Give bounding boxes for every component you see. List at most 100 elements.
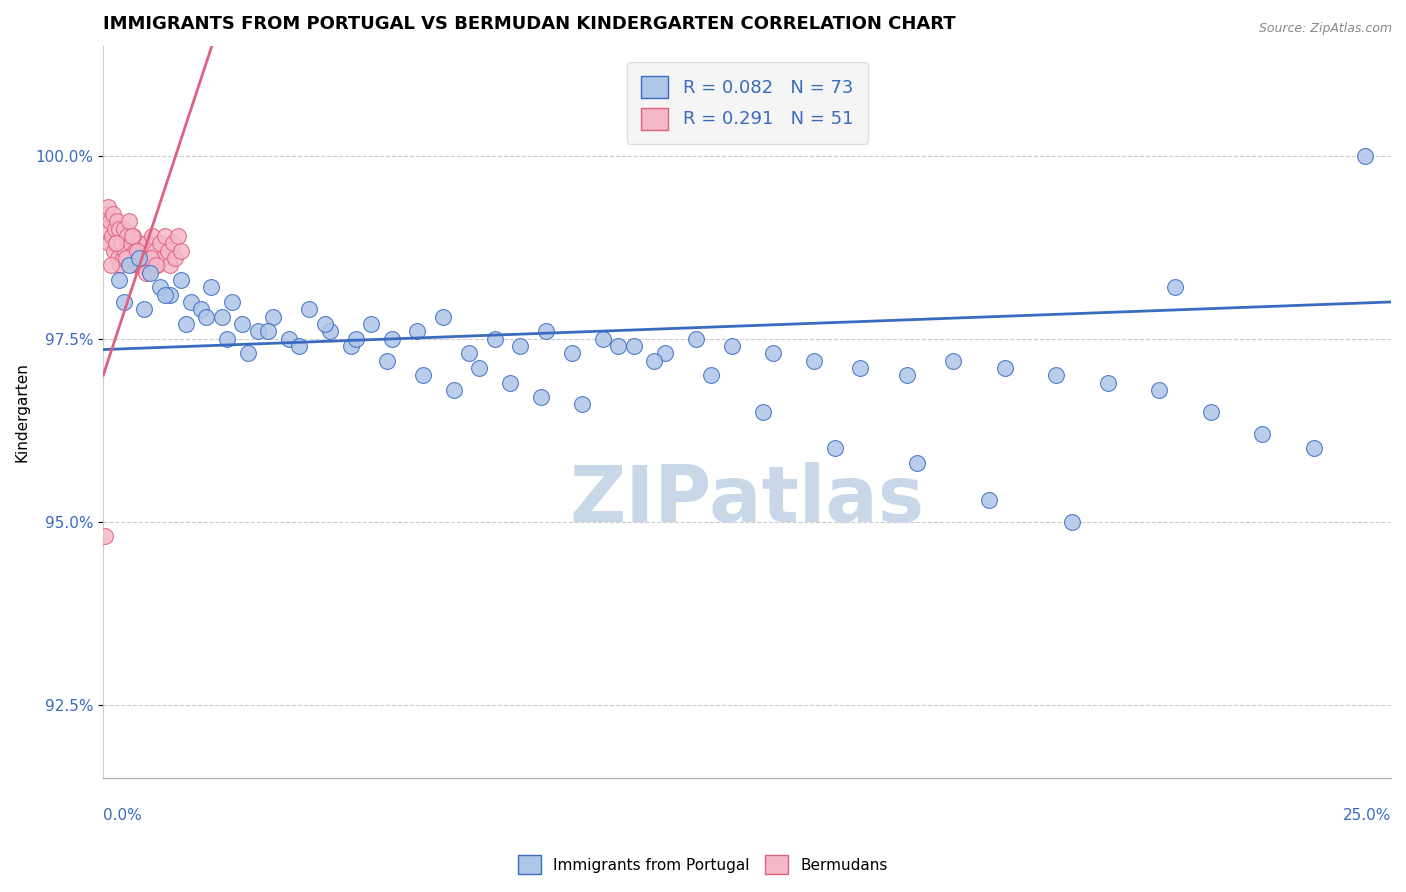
- Point: [127, 258, 149, 272]
- Point: [112, 295, 135, 310]
- Point: [149, 236, 172, 251]
- Point: [592, 332, 614, 346]
- Point: [1251, 426, 1274, 441]
- Point: [98, 236, 121, 251]
- Point: [443, 383, 465, 397]
- Point: [169, 273, 191, 287]
- Text: ZIPatlas: ZIPatlas: [569, 462, 925, 538]
- Point: [607, 339, 630, 353]
- Point: [136, 236, 159, 251]
- Point: [145, 258, 167, 272]
- Point: [167, 229, 190, 244]
- Point: [105, 214, 128, 228]
- Point: [458, 346, 481, 360]
- Point: [96, 221, 118, 235]
- Point: [107, 251, 129, 265]
- Point: [896, 368, 918, 383]
- Point: [104, 236, 127, 251]
- Point: [623, 339, 645, 353]
- Point: [257, 324, 280, 338]
- Point: [211, 310, 233, 324]
- Point: [120, 236, 142, 251]
- Point: [509, 339, 531, 353]
- Point: [146, 258, 169, 272]
- Point: [195, 310, 218, 324]
- Point: [124, 244, 146, 258]
- Point: [803, 353, 825, 368]
- Point: [111, 251, 134, 265]
- Point: [152, 251, 174, 265]
- Point: [499, 376, 522, 390]
- Point: [360, 317, 382, 331]
- Point: [129, 258, 152, 272]
- Point: [484, 332, 506, 346]
- Point: [339, 339, 361, 353]
- Point: [1199, 405, 1222, 419]
- Point: [1147, 383, 1170, 397]
- Point: [101, 207, 124, 221]
- Point: [138, 266, 160, 280]
- Point: [134, 266, 156, 280]
- Point: [169, 244, 191, 258]
- Point: [654, 346, 676, 360]
- Legend: R = 0.082   N = 73, R = 0.291   N = 51: R = 0.082 N = 73, R = 0.291 N = 51: [627, 62, 868, 144]
- Text: 0.0%: 0.0%: [103, 808, 142, 823]
- Point: [215, 332, 238, 346]
- Point: [643, 353, 665, 368]
- Point: [536, 324, 558, 338]
- Point: [94, 207, 117, 221]
- Point: [314, 317, 336, 331]
- Point: [159, 258, 181, 272]
- Point: [104, 221, 127, 235]
- Point: [751, 405, 773, 419]
- Point: [107, 221, 129, 235]
- Point: [125, 244, 148, 258]
- Point: [277, 332, 299, 346]
- Point: [180, 295, 202, 310]
- Point: [139, 251, 162, 265]
- Point: [298, 302, 321, 317]
- Point: [262, 310, 284, 324]
- Point: [118, 258, 141, 272]
- Point: [153, 287, 176, 301]
- Point: [994, 360, 1017, 375]
- Point: [115, 229, 138, 244]
- Point: [762, 346, 785, 360]
- Point: [121, 229, 143, 244]
- Point: [141, 229, 163, 244]
- Point: [100, 258, 122, 272]
- Point: [100, 214, 122, 228]
- Point: [200, 280, 222, 294]
- Text: IMMIGRANTS FROM PORTUGAL VS BERMUDAN KINDERGARTEN CORRELATION CHART: IMMIGRANTS FROM PORTUGAL VS BERMUDAN KIN…: [103, 15, 956, 33]
- Point: [381, 332, 404, 346]
- Point: [149, 280, 172, 294]
- Point: [134, 302, 156, 317]
- Point: [112, 221, 135, 235]
- Point: [159, 287, 181, 301]
- Point: [979, 492, 1001, 507]
- Text: 25.0%: 25.0%: [1343, 808, 1391, 823]
- Point: [1045, 368, 1067, 383]
- Point: [94, 529, 117, 543]
- Point: [231, 317, 253, 331]
- Point: [100, 229, 122, 244]
- Point: [571, 397, 593, 411]
- Point: [288, 339, 311, 353]
- Point: [128, 251, 150, 265]
- Point: [115, 251, 138, 265]
- Point: [561, 346, 583, 360]
- Point: [905, 456, 928, 470]
- Point: [468, 360, 491, 375]
- Point: [412, 368, 434, 383]
- Point: [1060, 515, 1083, 529]
- Point: [103, 244, 125, 258]
- Point: [97, 200, 120, 214]
- Point: [1354, 148, 1376, 162]
- Point: [114, 244, 136, 258]
- Legend: Immigrants from Portugal, Bermudans: Immigrants from Portugal, Bermudans: [512, 849, 894, 880]
- Point: [122, 229, 145, 244]
- Point: [110, 236, 132, 251]
- Point: [128, 236, 150, 251]
- Point: [530, 390, 553, 404]
- Point: [1163, 280, 1185, 294]
